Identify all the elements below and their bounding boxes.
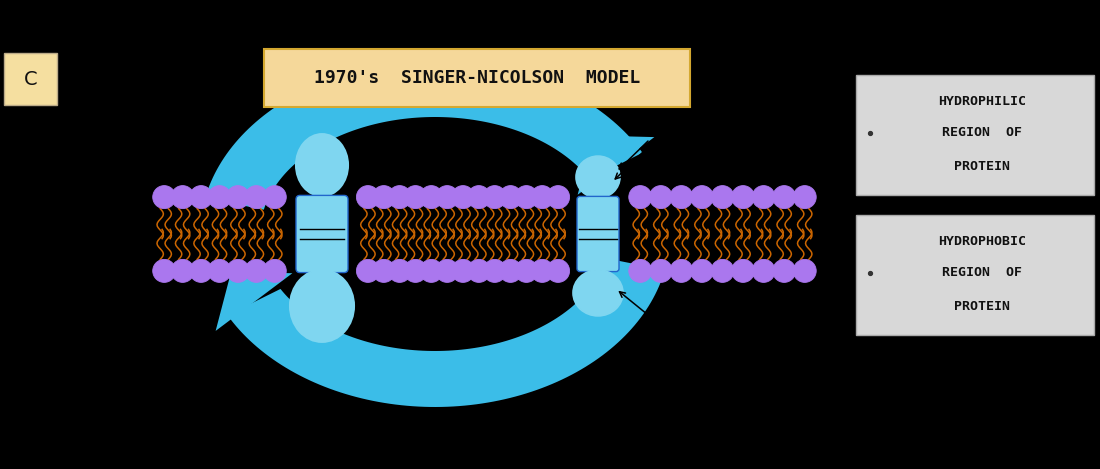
Circle shape [691, 259, 714, 282]
Text: HYDROPHILIC: HYDROPHILIC [938, 95, 1026, 108]
Circle shape [153, 186, 176, 209]
Circle shape [752, 186, 776, 209]
Polygon shape [205, 61, 642, 210]
FancyBboxPatch shape [296, 196, 348, 272]
Circle shape [530, 259, 553, 282]
Circle shape [245, 259, 268, 282]
Circle shape [629, 186, 652, 209]
Circle shape [515, 259, 538, 282]
Circle shape [483, 259, 506, 282]
Polygon shape [578, 136, 654, 195]
Circle shape [404, 186, 427, 209]
Circle shape [245, 186, 268, 209]
FancyBboxPatch shape [4, 53, 57, 105]
FancyBboxPatch shape [578, 197, 619, 272]
Circle shape [404, 259, 427, 282]
Circle shape [483, 186, 506, 209]
Circle shape [172, 259, 194, 282]
Circle shape [451, 186, 474, 209]
Text: HYDROPHOBIC: HYDROPHOBIC [938, 235, 1026, 248]
Circle shape [547, 186, 570, 209]
Circle shape [793, 186, 816, 209]
Circle shape [752, 259, 776, 282]
Text: C: C [24, 70, 37, 89]
Circle shape [263, 186, 286, 209]
Ellipse shape [296, 134, 348, 196]
Text: PROTEIN: PROTEIN [954, 300, 1010, 313]
Circle shape [732, 259, 755, 282]
Circle shape [711, 186, 734, 209]
Circle shape [227, 186, 250, 209]
Circle shape [208, 186, 231, 209]
Circle shape [189, 186, 212, 209]
Circle shape [499, 259, 522, 282]
Circle shape [649, 259, 672, 282]
Text: PROTEIN: PROTEIN [954, 160, 1010, 173]
Circle shape [772, 186, 795, 209]
FancyBboxPatch shape [264, 49, 690, 107]
Circle shape [530, 186, 553, 209]
Circle shape [420, 186, 443, 209]
Circle shape [372, 259, 395, 282]
Circle shape [388, 259, 411, 282]
Text: REGION  OF: REGION OF [942, 266, 1022, 279]
Text: REGION  OF: REGION OF [942, 126, 1022, 139]
Circle shape [208, 259, 231, 282]
Ellipse shape [290, 270, 354, 342]
Circle shape [227, 259, 250, 282]
Polygon shape [216, 272, 293, 331]
Circle shape [468, 186, 491, 209]
Circle shape [649, 186, 672, 209]
Circle shape [451, 259, 474, 282]
Circle shape [172, 186, 194, 209]
Circle shape [263, 259, 286, 282]
Circle shape [629, 259, 652, 282]
Circle shape [515, 186, 538, 209]
Ellipse shape [573, 270, 623, 316]
Circle shape [420, 259, 443, 282]
FancyBboxPatch shape [856, 215, 1094, 335]
Circle shape [772, 259, 795, 282]
Circle shape [356, 186, 380, 209]
Circle shape [388, 186, 411, 209]
Circle shape [372, 186, 395, 209]
Circle shape [468, 259, 491, 282]
Circle shape [356, 259, 380, 282]
Circle shape [711, 259, 734, 282]
Circle shape [670, 186, 693, 209]
Circle shape [691, 186, 714, 209]
Polygon shape [228, 258, 664, 407]
Circle shape [793, 259, 816, 282]
Circle shape [670, 259, 693, 282]
Ellipse shape [576, 156, 620, 198]
Circle shape [732, 186, 755, 209]
Text: 1970's  SINGER-NICOLSON  MODEL: 1970's SINGER-NICOLSON MODEL [314, 69, 640, 87]
Circle shape [547, 259, 570, 282]
Circle shape [153, 259, 176, 282]
Circle shape [189, 259, 212, 282]
Circle shape [499, 186, 522, 209]
FancyBboxPatch shape [856, 75, 1094, 195]
Circle shape [436, 259, 459, 282]
Circle shape [436, 186, 459, 209]
